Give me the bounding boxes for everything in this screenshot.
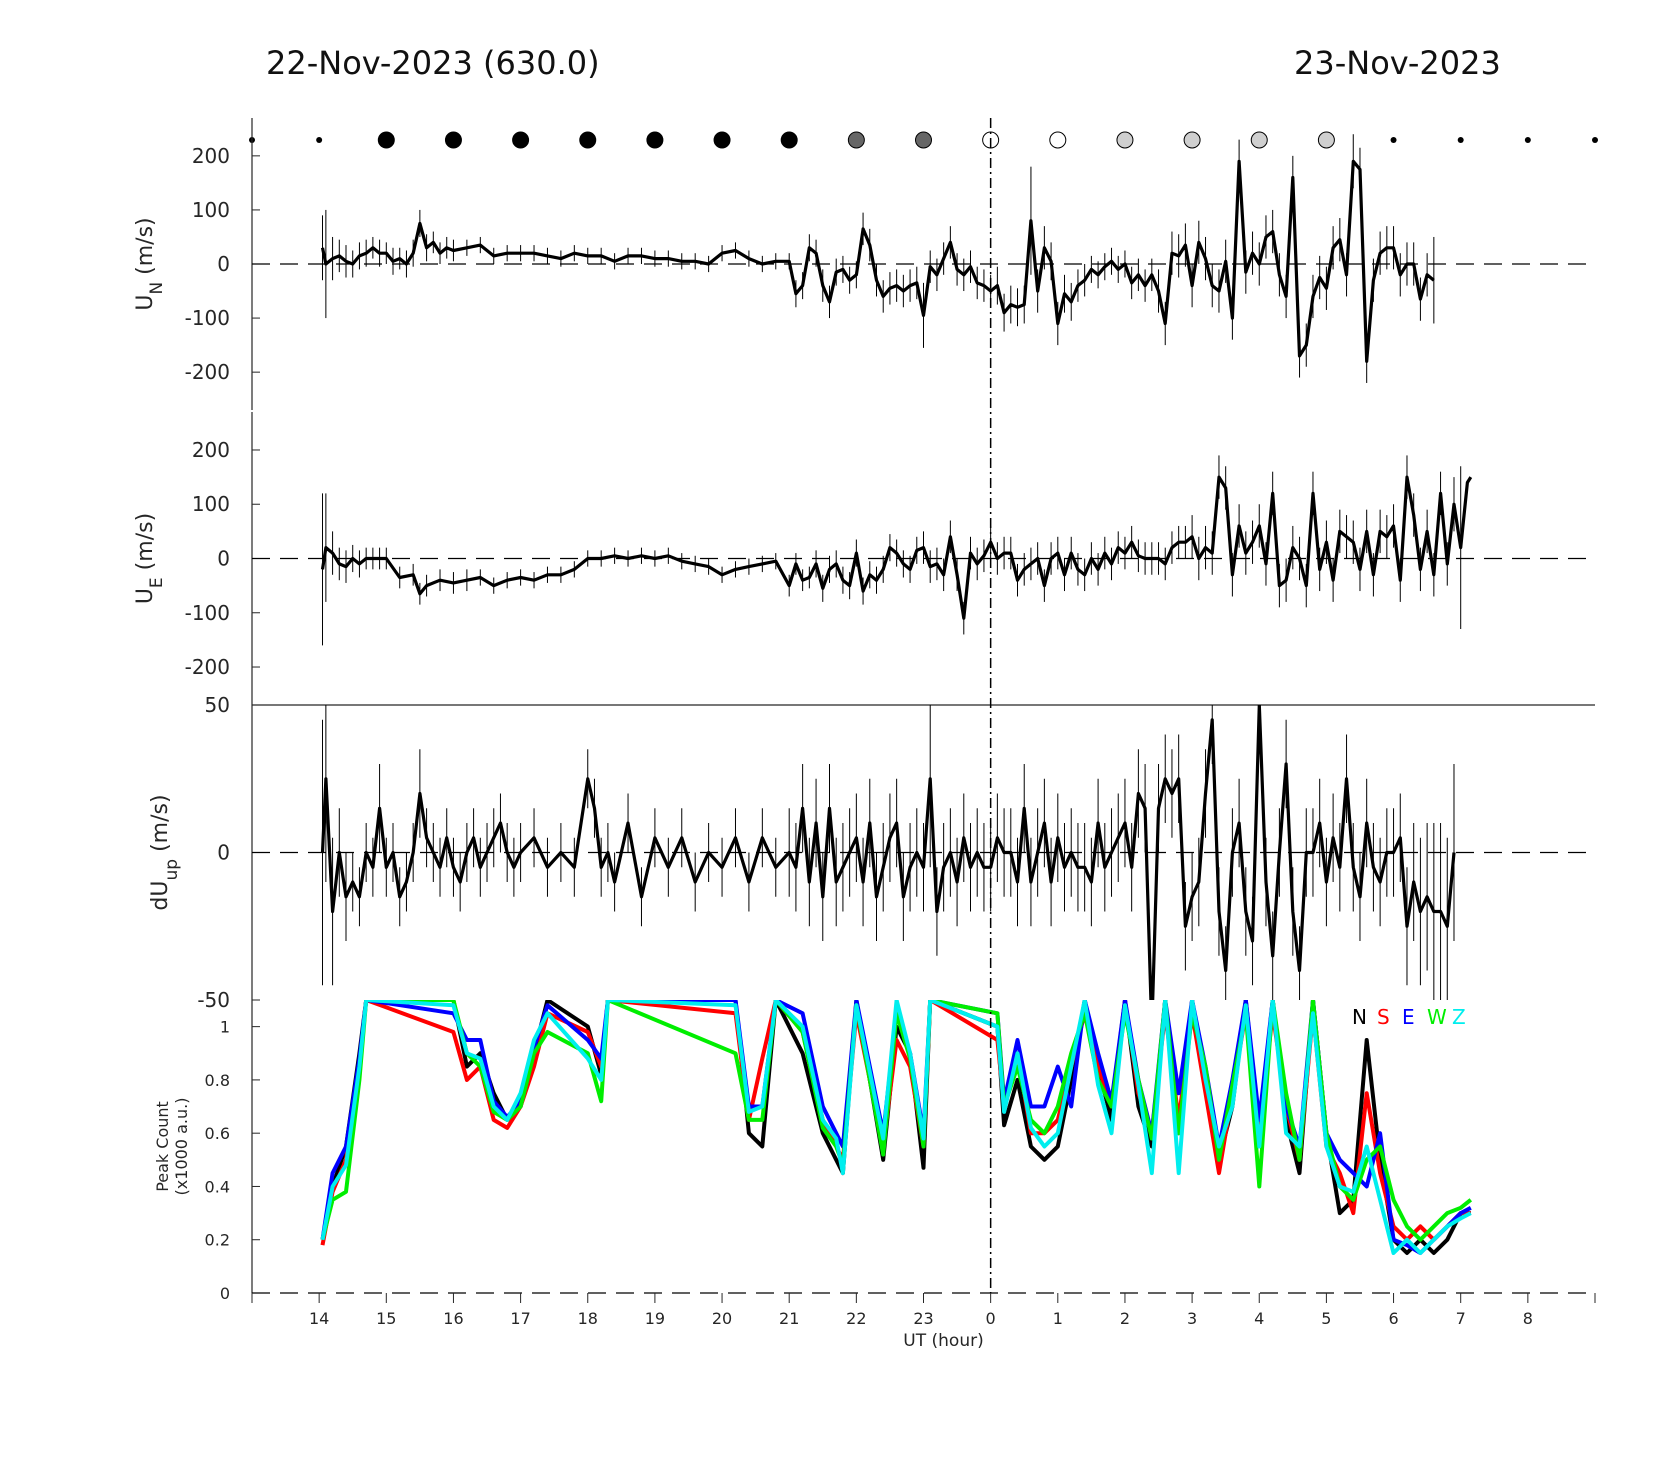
legend-N: N [1352, 1005, 1367, 1029]
ue-ylabel: UE (m/s) [133, 513, 167, 604]
phase-dot-19 [1524, 137, 1531, 143]
x-tick-label-2: 16 [443, 1309, 463, 1328]
x-axis: 14 15 16 17 18 19 20 21 22 23 0 1 2 3 4 5 6 7 8UT (hour) [251, 1293, 1596, 1351]
phase-circle-7 [713, 131, 731, 149]
phase-circle-16 [1317, 131, 1335, 149]
ue-ytick-label-4: -200 [185, 655, 230, 679]
panel-peak: 1 0.8 0.6 0.4 0.2 0 Peak Count (x1000 a.u.) N S E W… [153, 1000, 1595, 1303]
peak-ytick-label-2: 0.6 [205, 1124, 230, 1143]
peak-ytick-label-0: 1 [220, 1018, 230, 1037]
legend-E: E [1402, 1005, 1415, 1029]
peak-ytick-label-1: 0.8 [205, 1071, 230, 1090]
x-tick-label-16: 6 [1388, 1309, 1398, 1328]
x-tick-label-10: 0 [986, 1309, 996, 1328]
dup-ytick-label-1: 0 [217, 841, 230, 865]
phase-circle-14 [1183, 131, 1201, 149]
un-ytick-label-3: -100 [185, 306, 230, 330]
x-tick-label-5: 19 [645, 1309, 665, 1328]
x-tick-label-6: 20 [712, 1309, 732, 1328]
moon-phase-row [249, 131, 1598, 149]
phase-circle-6 [646, 131, 664, 149]
x-tick-label-4: 18 [578, 1309, 598, 1328]
phase-dot-18 [1457, 137, 1464, 143]
ue-ytick-label-3: -100 [185, 601, 230, 625]
dup-ytick-label-0: 50 [205, 693, 230, 717]
x-tick-label-14: 4 [1254, 1309, 1264, 1328]
x-tick-label-0: 14 [309, 1309, 329, 1328]
phase-circle-8 [780, 131, 798, 149]
peak-ylabel-line2: (x1000 a.u.) [172, 1098, 191, 1196]
x-tick-label-17: 7 [1456, 1309, 1466, 1328]
panel-dup: 50 0 -50 dUup (m/s) [148, 693, 1595, 1012]
phase-circle-13 [1116, 131, 1134, 149]
x-tick-label-1: 15 [376, 1309, 396, 1328]
peak-ytick-label-4: 0.2 [205, 1231, 230, 1250]
un-ytick-label-1: 100 [192, 198, 230, 222]
left-date-title: 22-Nov-2023 (630.0) [266, 44, 600, 82]
ue-ytick-label-1: 100 [192, 492, 230, 516]
ue-ytick-label-2: 0 [217, 547, 230, 571]
legend-S: S [1377, 1005, 1390, 1029]
peak-data [320, 1000, 1473, 1255]
phase-circle-10 [915, 131, 932, 149]
peak-ytick-label-5: 0 [220, 1284, 230, 1303]
legend-Z: Z [1452, 1005, 1466, 1029]
ue-ytick-label-0: 200 [192, 438, 230, 462]
phase-dot-20 [1592, 137, 1598, 143]
phase-circle-9 [847, 131, 865, 149]
x-tick-label-7: 21 [779, 1309, 799, 1328]
ue-series-0 [320, 475, 1473, 620]
x-tick-label-3: 17 [510, 1309, 530, 1328]
phase-circle-2 [377, 131, 395, 149]
un-ytick-label-0: 200 [192, 144, 230, 168]
x-tick-label-18: 8 [1523, 1309, 1533, 1328]
panel-un: 200 100 0 -100 -200 UN (m/s) [133, 118, 1595, 410]
x-tick-label-13: 3 [1187, 1309, 1197, 1328]
un-ytick-label-4: -200 [185, 360, 230, 384]
phase-circle-4 [512, 131, 530, 149]
legend-W: W [1427, 1005, 1447, 1029]
peak-ylabel: Peak Count [153, 1101, 172, 1192]
phase-circle-15 [1250, 131, 1268, 149]
peak-series-N [320, 1000, 1471, 1255]
dup-ylabel: dUup (m/s) [148, 794, 182, 910]
right-date-title: 23-Nov-2023 [1294, 44, 1501, 82]
x-tick-label-9: 23 [913, 1309, 933, 1328]
un-ytick-label-2: 0 [217, 252, 230, 276]
peak-series-Z [320, 1000, 1472, 1255]
dup-data [320, 705, 1456, 1000]
peak-ytick-label-3: 0.4 [205, 1177, 230, 1196]
un-series-0 [320, 159, 1435, 363]
phase-dot-1 [316, 137, 323, 143]
phase-circle-3 [444, 131, 462, 149]
x-tick-label-15: 5 [1321, 1309, 1331, 1328]
phase-dot-17 [1390, 137, 1397, 143]
x-tick-label-8: 22 [846, 1309, 866, 1328]
x-tick-label-12: 2 [1120, 1309, 1130, 1328]
phase-circle-12 [1049, 131, 1067, 149]
x-tick-label-11: 1 [1053, 1309, 1063, 1328]
x-axis-label: UT (hour) [903, 1331, 983, 1351]
dup-series-0 [320, 705, 1456, 1000]
dup-ytick-label-2: -50 [197, 988, 230, 1012]
un-data [320, 134, 1435, 383]
un-ylabel: UN (m/s) [133, 217, 167, 310]
panel-ue: 200 100 0 -100 -200 UE (m/s) [133, 412, 1595, 705]
phase-circle-5 [579, 131, 597, 149]
ue-data [320, 455, 1473, 646]
